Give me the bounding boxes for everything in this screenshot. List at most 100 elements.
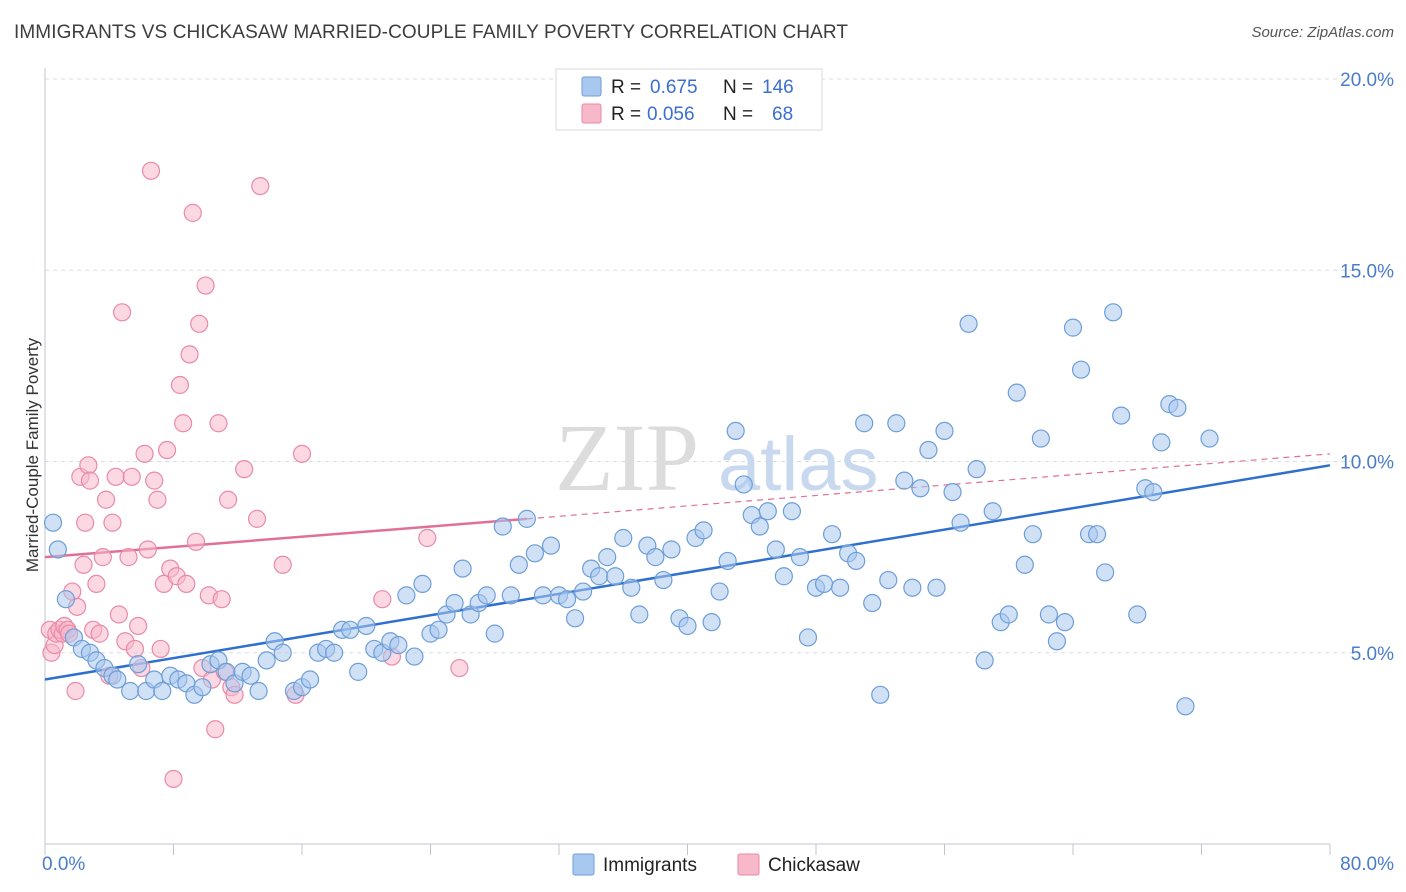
immigrants-point-107 <box>903 578 922 597</box>
immigrants-point-104 <box>879 570 898 590</box>
chickasaw-point-34 <box>138 540 157 559</box>
immigrants-point-113 <box>951 513 970 532</box>
immigrants-point-105 <box>887 414 906 433</box>
immigrants-point-29 <box>273 643 292 662</box>
grid-lines <box>45 78 1365 654</box>
immigrants-point-46 <box>413 574 432 594</box>
chickasaw-point-33 <box>135 444 154 463</box>
immigrants-point-131 <box>1096 563 1115 582</box>
immigrants-point-65 <box>565 609 585 628</box>
immigrants-point-44 <box>397 586 416 605</box>
chickasaw-point-36 <box>145 471 164 490</box>
immigrants-point-66 <box>573 582 593 601</box>
immigrants-point-50 <box>445 593 464 613</box>
immigrants-point-106 <box>895 471 914 490</box>
legend-swatch-immigrants <box>581 76 602 97</box>
chickasaw-point-44 <box>170 375 190 395</box>
chickasaw-point-19 <box>90 624 109 643</box>
chickasaw-point-30 <box>125 639 145 659</box>
immigrants-point-134 <box>1128 605 1147 624</box>
immigrants-point-51 <box>453 559 472 578</box>
legend-r-value-2: 0.056 <box>647 104 695 125</box>
chickasaw-point-24 <box>106 467 125 486</box>
immigrants-point-81 <box>694 521 713 540</box>
chickasaw-point-14 <box>76 513 95 532</box>
chickasaw-point-25 <box>109 605 128 624</box>
chart-title: IMMIGRANTS VS CHICKASAW MARRIED-COUPLE F… <box>14 22 849 43</box>
immigrants-point-133 <box>1112 406 1131 425</box>
immigrants-point-130 <box>1087 525 1107 544</box>
immigrants-point-101 <box>855 414 874 433</box>
chickasaw-point-70 <box>418 528 437 548</box>
immigrants-point-117 <box>983 502 1002 521</box>
immigrants-point-132 <box>1104 303 1123 322</box>
immigrants-point-98 <box>830 578 850 597</box>
immigrants-point-59 <box>517 509 536 528</box>
immigrants-point-11 <box>129 655 148 674</box>
immigrants-point-68 <box>590 567 609 586</box>
immigrants-point-76 <box>654 570 673 590</box>
immigrants-point-0 <box>43 513 63 532</box>
chickasaw-point-55 <box>206 720 225 739</box>
immigrants-point-55 <box>485 624 504 643</box>
immigrants-point-84 <box>718 551 737 571</box>
source-note: Source: ZipAtlas.com <box>1251 24 1394 41</box>
immigrants-point-112 <box>943 483 962 502</box>
immigrants-point-71 <box>614 528 633 548</box>
chickasaw-point-31 <box>129 616 148 636</box>
immigrants-point-97 <box>822 525 842 544</box>
immigrants-point-122 <box>1023 525 1042 544</box>
immigrants-point-70 <box>606 567 625 586</box>
immigrants-point-25 <box>241 666 260 685</box>
chickasaw-point-71 <box>450 658 469 678</box>
chickasaw-point-67 <box>292 444 312 463</box>
immigrants-point-45 <box>405 647 424 666</box>
chickasaw-point-50 <box>190 314 209 333</box>
chickasaw-point-21 <box>96 490 116 509</box>
immigrants-point-2 <box>56 590 75 609</box>
y-tick-labels: 5.0% 10.0% 15.0% 20.0% <box>1340 70 1394 665</box>
immigrants-point-141 <box>1200 429 1219 448</box>
bottom-legend-label-immigrants: Immigrants <box>603 855 697 876</box>
immigrants-point-38 <box>349 662 368 681</box>
legend-n-label-1: N = <box>723 77 753 98</box>
immigrants-point-77 <box>662 540 681 559</box>
chickasaw-point-48 <box>183 203 202 222</box>
chickasaw-point-37 <box>148 490 167 509</box>
immigrants-point-73 <box>630 605 649 624</box>
immigrants-point-14 <box>153 681 172 701</box>
legend-n-value-1: 146 <box>762 77 794 98</box>
immigrants-point-93 <box>790 548 810 567</box>
immigrants-point-69 <box>598 548 617 567</box>
chickasaw-point-35 <box>141 161 161 180</box>
immigrants-point-96 <box>814 574 834 594</box>
chickasaw-point-45 <box>174 414 193 433</box>
stats-legend: R = 0.675 N = 146 R = 0.056 N = 68 <box>555 68 823 131</box>
legend-n-value-2: 68 <box>772 104 793 125</box>
chickasaw-point-59 <box>219 490 238 509</box>
x-tick-max: 80.0% <box>1340 854 1394 875</box>
chickasaw-point-38 <box>151 639 170 659</box>
chickasaw-point-13 <box>74 555 93 574</box>
chickasaw-point-28 <box>119 548 138 567</box>
immigrants-point-126 <box>1055 613 1075 632</box>
immigrants-point-85 <box>726 421 745 440</box>
immigrants-point-116 <box>975 651 994 670</box>
immigrants-point-83 <box>710 582 729 601</box>
legend-r-label-2: R = <box>611 104 641 125</box>
immigrants-point-43 <box>389 635 408 655</box>
immigrants-point-62 <box>541 536 561 555</box>
immigrants-point-88 <box>750 517 769 536</box>
immigrants-point-136 <box>1144 483 1163 502</box>
immigrants-point-94 <box>798 628 818 647</box>
chickasaw-point-49 <box>186 532 206 551</box>
immigrants-point-121 <box>1015 555 1034 574</box>
y-tick-10: 10.0% <box>1340 453 1394 474</box>
immigrants-point-111 <box>935 421 954 440</box>
immigrants-point-54 <box>477 586 496 605</box>
immigrants-point-61 <box>533 586 553 605</box>
chickasaw-point-64 <box>251 177 270 196</box>
immigrants-point-119 <box>999 605 1018 624</box>
y-tick-5: 5.0% <box>1351 644 1394 665</box>
